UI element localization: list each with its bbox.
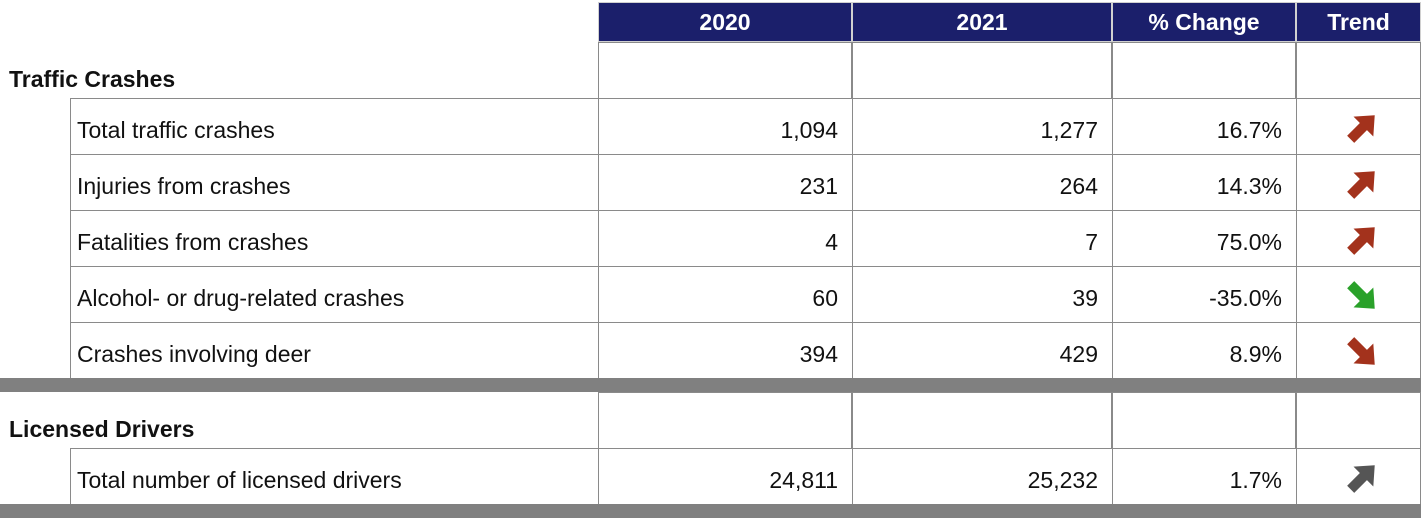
empty-cell	[1112, 42, 1296, 99]
value-cell: 1,094	[598, 98, 853, 155]
column-header: Trend	[1296, 2, 1421, 42]
value-cell: 8.9%	[1112, 322, 1297, 379]
section-divider	[0, 378, 1421, 392]
column-header: 2021	[852, 2, 1112, 42]
trend-arrow	[1347, 227, 1375, 255]
value-cell: 14.3%	[1112, 154, 1297, 211]
value-cell: -35.0%	[1112, 266, 1297, 323]
value-cell: 429	[852, 322, 1113, 379]
row-label: Crashes involving deer	[70, 322, 599, 379]
trend-arrow	[1347, 337, 1375, 365]
empty-cell	[852, 392, 1112, 449]
value-cell: 264	[852, 154, 1113, 211]
trend-arrow	[1347, 465, 1375, 493]
value-cell: 1,277	[852, 98, 1113, 155]
value-cell: 75.0%	[1112, 210, 1297, 267]
row-label: Total traffic crashes	[70, 98, 599, 155]
trend-arrow	[1347, 281, 1375, 309]
column-header: 2020	[598, 2, 852, 42]
column-header: % Change	[1112, 2, 1296, 42]
empty-cell	[598, 392, 852, 449]
empty-cell	[852, 42, 1112, 99]
section-divider	[0, 504, 1421, 518]
value-cell: 39	[852, 266, 1113, 323]
row-label: Fatalities from crashes	[70, 210, 599, 267]
empty-cell	[1296, 392, 1421, 449]
row-label: Total number of licensed drivers	[70, 448, 599, 505]
empty-cell	[598, 42, 852, 99]
value-cell: 7	[852, 210, 1113, 267]
value-cell: 1.7%	[1112, 448, 1297, 505]
empty-cell	[1296, 42, 1421, 99]
value-cell: 231	[598, 154, 853, 211]
value-cell: 394	[598, 322, 853, 379]
value-cell: 4	[598, 210, 853, 267]
value-cell: 60	[598, 266, 853, 323]
row-label: Injuries from crashes	[70, 154, 599, 211]
empty-cell	[1112, 392, 1296, 449]
value-cell: 24,811	[598, 448, 853, 505]
section-title: Traffic Crashes	[9, 66, 176, 92]
section-title: Licensed Drivers	[9, 416, 195, 442]
value-cell: 25,232	[852, 448, 1113, 505]
trend-arrow	[1347, 171, 1375, 199]
row-label: Alcohol- or drug-related crashes	[70, 266, 599, 323]
trend-arrow	[1347, 115, 1375, 143]
value-cell: 16.7%	[1112, 98, 1297, 155]
